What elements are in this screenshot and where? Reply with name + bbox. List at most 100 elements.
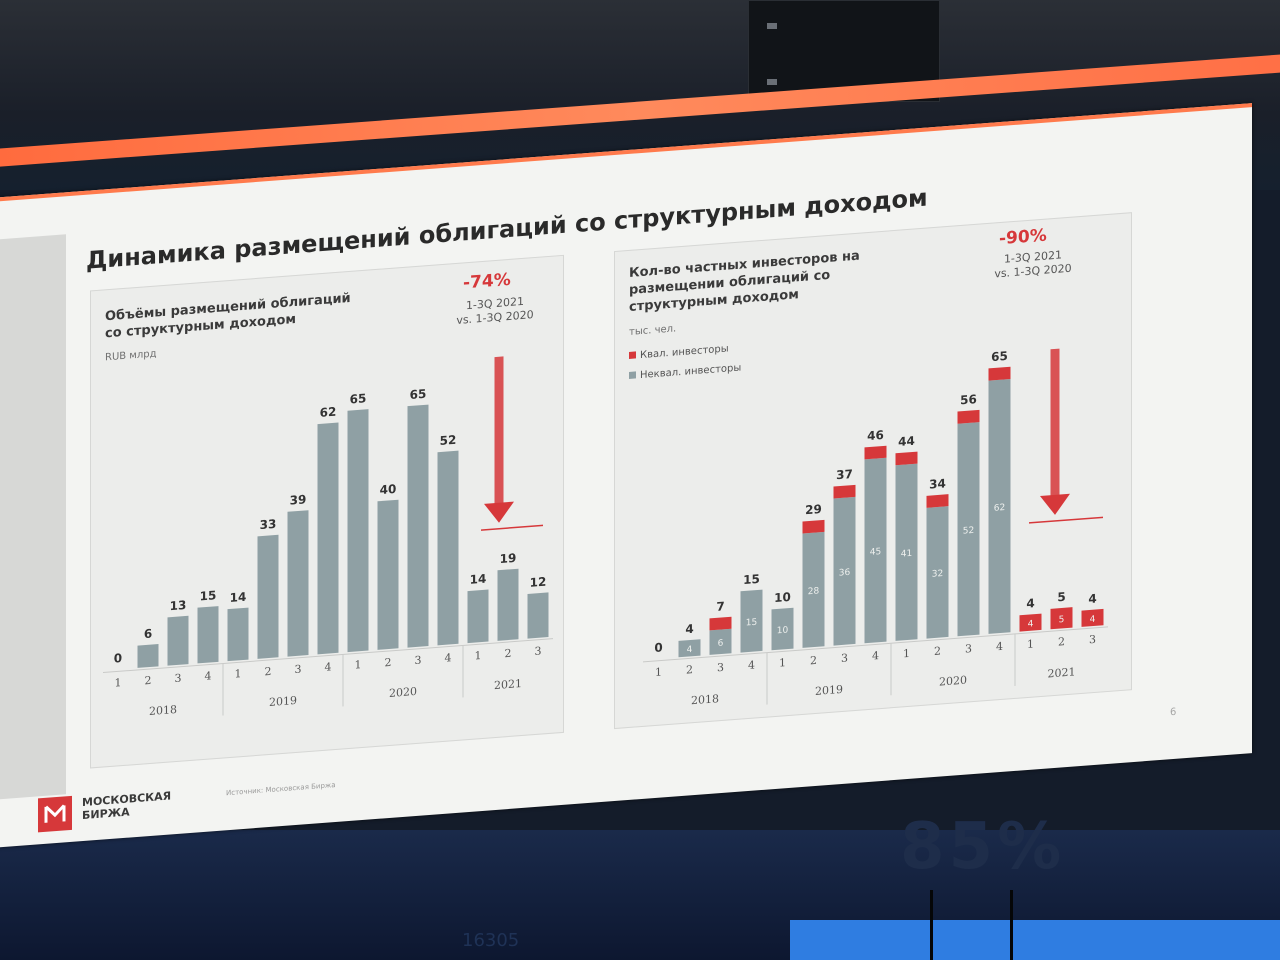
bar-inner-label: 4 [1028, 619, 1034, 629]
quarter-tick-label: 1 [355, 658, 362, 672]
quarter-tick-label: 4 [445, 651, 452, 665]
bar-nonqualified [895, 463, 918, 641]
bar-qualified [1019, 613, 1042, 632]
quarter-tick-label: 1 [779, 656, 786, 670]
bar-inner-label: 41 [901, 549, 912, 560]
bar-qualified [926, 494, 949, 508]
decline-arrow-head [1040, 493, 1070, 515]
quarter-tick-label: 1 [1027, 638, 1034, 652]
bar [227, 607, 249, 662]
quarter-tick-label: 2 [145, 674, 152, 688]
bar-inner-label: 36 [839, 568, 851, 579]
quarter-tick-label: 3 [841, 652, 848, 666]
quarter-tick-label: 3 [415, 654, 422, 668]
bar-qualified [802, 519, 825, 534]
bar-qualified [1050, 607, 1073, 630]
bar [467, 589, 489, 644]
quarter-tick-label: 1 [115, 676, 122, 690]
bar-value-label: 0 [114, 651, 122, 666]
quarter-tick-label: 4 [325, 660, 332, 674]
bar-qualified [709, 616, 732, 631]
background-screen-digits: 16305 [462, 930, 520, 951]
quarter-tick-label: 3 [295, 663, 302, 677]
bar-total-label: 65 [991, 349, 1008, 364]
bar-value-label: 40 [380, 482, 397, 497]
bar-nonqualified [678, 639, 701, 658]
bar [347, 409, 369, 653]
bar-value-label: 12 [530, 575, 547, 590]
bar-qualified [864, 445, 887, 460]
bar-value-label: 6 [144, 627, 152, 642]
bar-nonqualified [988, 378, 1011, 634]
year-group-label: 2021 [494, 677, 522, 692]
bar [167, 615, 189, 666]
bar-value-label: 39 [290, 492, 307, 507]
bar-nonqualified [771, 607, 794, 651]
bar-inner-label: 5 [1059, 615, 1065, 625]
bar [197, 606, 219, 664]
bar-value-label: 62 [320, 405, 337, 420]
bar [108, 669, 129, 671]
bar-value-label: 65 [350, 391, 367, 406]
quarter-tick-label: 1 [903, 647, 910, 661]
bar-inner-label: 52 [963, 526, 974, 537]
bar-inner-label: 4 [687, 645, 693, 655]
quarter-tick-label: 1 [235, 667, 242, 681]
bar-nonqualified [802, 531, 825, 648]
quarter-tick-label: 4 [872, 649, 879, 663]
quarter-tick-label: 3 [535, 645, 542, 659]
bar-value-label: 14 [470, 572, 487, 587]
presentation-slide: Динамика размещений облигаций со структу… [0, 103, 1252, 848]
stage-floor [0, 830, 1280, 960]
quarter-tick-label: 3 [717, 661, 724, 675]
bar-nonqualified [833, 496, 856, 646]
quarter-tick-label: 2 [265, 665, 272, 679]
bar-nonqualified [957, 422, 980, 637]
bar-total-label: 5 [1057, 590, 1065, 605]
bar-nonqualified [709, 628, 732, 655]
bar-qualified [988, 366, 1011, 381]
bar-total-label: 7 [716, 599, 724, 614]
bar-total-label: 56 [960, 392, 977, 407]
year-group-label: 2020 [389, 685, 417, 700]
quarter-tick-label: 3 [1089, 633, 1096, 647]
year-group-label: 2019 [815, 683, 843, 698]
bar [377, 499, 399, 650]
microphone-stand [1010, 890, 1013, 960]
moex-logo-icon [44, 804, 66, 823]
x-axis-line [643, 626, 1108, 663]
bar-qualified [833, 484, 856, 499]
bar-total-label: 46 [867, 428, 884, 443]
right-chart-panel: Кол-во частных инвесторов на размещении … [614, 212, 1132, 730]
bar [527, 592, 549, 639]
bar [437, 450, 459, 646]
bar-inner-label: 4 [1090, 615, 1096, 625]
source-note: Источник: Московская Биржа [226, 781, 336, 798]
bar [287, 510, 309, 657]
bar-nonqualified [864, 457, 887, 644]
moex-logo [38, 795, 72, 833]
year-group-label: 2019 [269, 694, 297, 709]
quarter-tick-label: 2 [1058, 635, 1065, 649]
bar-qualified [895, 451, 918, 466]
decline-arrow-head [484, 501, 514, 523]
quarter-tick-label: 3 [175, 672, 182, 686]
year-group-label: 2020 [939, 674, 967, 689]
left-chart-panel: Объёмы размещений облигаций со структурн… [90, 254, 564, 769]
quarter-tick-label: 1 [655, 665, 662, 679]
bar-inner-label: 45 [870, 547, 881, 558]
bar [317, 422, 339, 655]
bar-total-label: 4 [1026, 596, 1034, 611]
bar-inner-label: 10 [777, 626, 789, 637]
background-screen-digits: 85% [900, 810, 1066, 884]
stage-blue-glow [790, 920, 1280, 960]
bar [137, 644, 159, 668]
bar-value-label: 13 [170, 598, 187, 613]
bar-total-label: 4 [1088, 591, 1096, 606]
quarter-tick-label: 2 [934, 645, 941, 659]
bar [257, 534, 279, 659]
bar-total-label: 34 [929, 476, 946, 491]
bar-total-label: 0 [654, 640, 662, 655]
bar [407, 404, 429, 648]
